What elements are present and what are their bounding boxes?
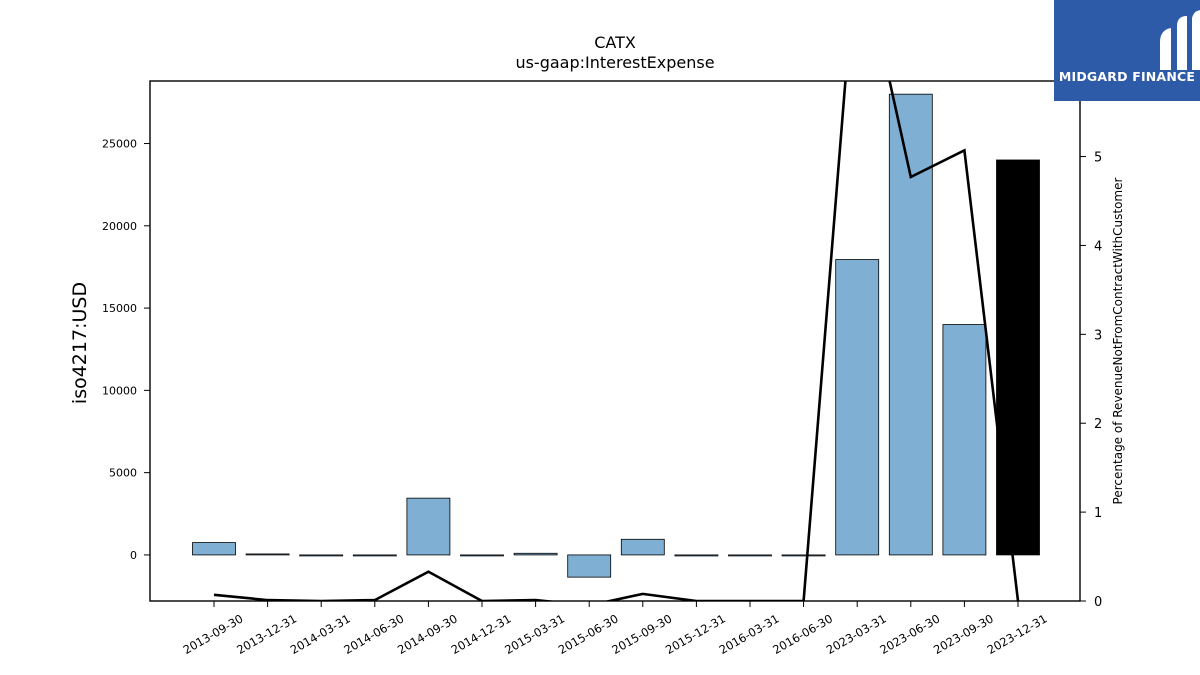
bar-2016-03-31 xyxy=(728,554,772,557)
y-tick-label: 25000 xyxy=(102,138,137,151)
y-tick-label: 5000 xyxy=(109,467,137,480)
bar-2015-06-30 xyxy=(567,554,612,578)
x-tick-label: 2015-06-30 xyxy=(556,611,621,657)
x-tick-label: 2014-09-30 xyxy=(395,611,460,657)
bar-2014-03-31 xyxy=(299,554,344,557)
bar-2014-12-31 xyxy=(460,554,504,557)
bar-2016-06-30 xyxy=(781,554,826,557)
y-tick-label: 0 xyxy=(130,549,137,562)
x-tick-label: 2015-03-31 xyxy=(502,611,567,657)
y-ticks-group: 0 5000 10000 15000 20000 25000 xyxy=(102,138,150,562)
y2-tick-label: 2 xyxy=(1094,417,1102,432)
y2-tick-label: 5 xyxy=(1094,151,1102,166)
x-ticks-group: 2013-09-302013-12-312014-03-312014-06-30… xyxy=(181,601,1050,657)
bar-2015-03-31 xyxy=(513,552,558,556)
x-tick-label: 2023-12-31 xyxy=(985,611,1050,657)
bars-group xyxy=(192,93,1040,578)
y2-tick-label: 4 xyxy=(1094,239,1102,254)
y2-tick-label: 3 xyxy=(1094,328,1102,343)
y2-axis-label: Percentage of RevenueNotFromContractWith… xyxy=(1111,178,1125,505)
x-tick-label: 2015-09-30 xyxy=(609,611,674,657)
x-tick-label: 2023-03-31 xyxy=(824,611,889,657)
brand-logo: MIDGARD FINANCE xyxy=(1054,0,1200,101)
y-axis-label: iso4217:USD xyxy=(69,282,91,404)
plot-frame xyxy=(149,80,1081,602)
x-tick-label: 2014-12-31 xyxy=(449,611,514,657)
x-tick-label: 2023-09-30 xyxy=(931,611,996,657)
x-tick-label: 2016-03-31 xyxy=(717,611,782,657)
x-tick-label: 2015-12-31 xyxy=(663,611,728,657)
bar-2014-09-30 xyxy=(406,497,451,556)
y-tick-label: 10000 xyxy=(102,384,137,397)
bar-2023-06-30 xyxy=(888,93,933,556)
chart-subtitle: us-gaap:InterestExpense xyxy=(515,53,714,72)
y2-tick-label: 0 xyxy=(1094,595,1102,610)
x-tick-label: 2014-06-30 xyxy=(341,611,406,657)
logo-mark-icon xyxy=(1160,10,1200,70)
chart-title: CATX xyxy=(594,33,636,52)
x-tick-label: 2014-03-31 xyxy=(288,611,353,657)
bar-2023-09-30 xyxy=(942,324,987,556)
bar-2014-06-30 xyxy=(352,554,397,557)
bar-2013-12-31 xyxy=(245,553,290,556)
bar-2015-09-30 xyxy=(620,538,665,556)
bar-2013-09-30 xyxy=(192,542,236,556)
y2-tick-label: 1 xyxy=(1094,506,1102,521)
bar-2023-03-31 xyxy=(835,259,880,556)
bar-2015-12-31 xyxy=(674,554,719,557)
y-tick-label: 20000 xyxy=(102,220,137,233)
brand-name: MIDGARD FINANCE xyxy=(1058,69,1196,84)
y-tick-label: 15000 xyxy=(102,302,137,315)
x-tick-label: 2023-06-30 xyxy=(877,611,942,657)
bar-2023-12-31 xyxy=(996,159,1040,556)
x-tick-label: 2013-12-31 xyxy=(234,611,299,657)
x-tick-label: 2013-09-30 xyxy=(181,611,246,657)
x-tick-label: 2016-06-30 xyxy=(770,611,835,657)
y2-ticks-group: 0 1 2 3 4 5 xyxy=(1080,151,1102,610)
